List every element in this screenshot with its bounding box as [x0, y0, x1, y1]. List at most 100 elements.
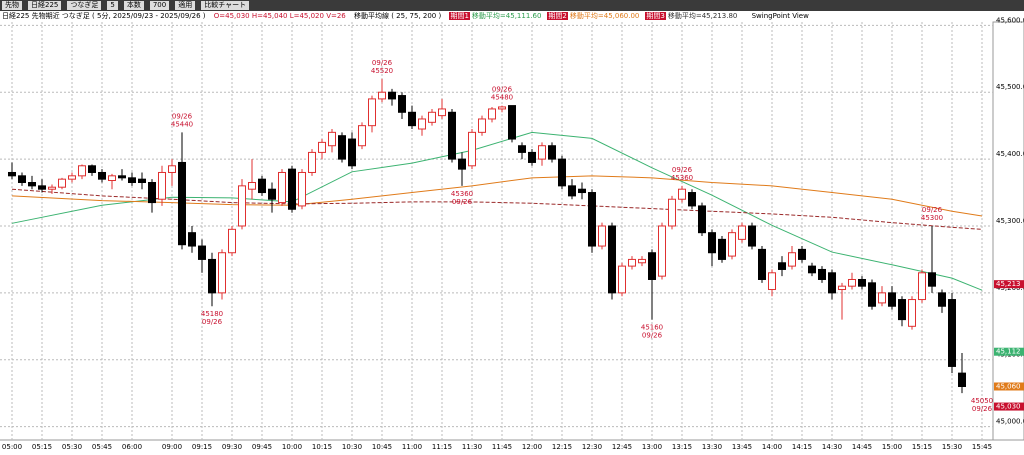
period-tag: 期間1	[449, 12, 470, 20]
price-marker	[994, 347, 1024, 356]
y-tick-label: 45,400.00	[996, 150, 1024, 158]
price-marker-label: 45,112	[996, 348, 1021, 356]
x-tick-label: 10:15	[312, 443, 332, 451]
candle-body	[58, 178, 66, 188]
x-tick-label: 05:00	[2, 443, 22, 451]
candle-body	[778, 262, 786, 270]
x-tick-label: 15:15	[912, 443, 932, 451]
candle-body	[278, 171, 286, 204]
x-tick-label: 12:00	[522, 443, 542, 451]
price-marker	[994, 402, 1024, 411]
candle-body	[618, 265, 626, 294]
candle-body	[358, 125, 366, 147]
apply-button[interactable]: 適用	[175, 1, 196, 10]
candle-body	[448, 111, 456, 160]
market-select[interactable]: 先物	[2, 1, 22, 10]
candle-body	[718, 238, 726, 260]
period-tag: 期間2	[547, 12, 568, 20]
candle-body	[868, 282, 876, 307]
annotation-price: 45360	[671, 174, 693, 182]
count-input[interactable]: 700	[149, 1, 170, 10]
x-tick-label: 13:00	[642, 443, 662, 451]
candle-body	[88, 165, 96, 173]
count-label: 本数	[123, 1, 144, 10]
x-tick-label: 12:30	[582, 443, 602, 451]
candle-body	[318, 141, 326, 153]
candle-body	[28, 182, 36, 187]
candle-body	[268, 188, 276, 200]
annotation-price: 45180	[201, 310, 223, 318]
period-value: 移動平均=45,111.60	[471, 12, 542, 20]
candle-body	[98, 171, 106, 180]
x-tick-label: 14:00	[762, 443, 782, 451]
annotation-price: 45300	[921, 214, 943, 222]
annotation-price: 45520	[371, 67, 393, 75]
candle-body	[768, 272, 776, 291]
candle-body	[898, 299, 906, 321]
candle-body	[698, 205, 706, 234]
candle-body	[288, 168, 296, 210]
candle-body	[658, 225, 666, 277]
x-tick-label: 12:45	[612, 443, 632, 451]
candle-body	[848, 278, 856, 287]
x-tick-label: 15:45	[972, 443, 992, 451]
annotation-date: 09/26	[372, 59, 393, 67]
x-tick-label: 05:15	[32, 443, 52, 451]
annotation-date: 09/26	[492, 86, 513, 94]
x-tick-label: 13:15	[672, 443, 692, 451]
y-tick-label: 45,500.00	[996, 83, 1024, 91]
x-tick-label: 14:15	[792, 443, 812, 451]
continuation-select[interactable]: つなぎ足	[67, 1, 102, 10]
candle-body	[178, 161, 186, 246]
candle-body	[378, 91, 386, 100]
y-tick-label: 45,300.00	[996, 217, 1024, 225]
moving-average	[11, 188, 983, 230]
x-tick-label: 11:30	[462, 443, 482, 451]
candle-body	[68, 175, 76, 180]
axis-panel	[992, 21, 1024, 441]
ohlcv: O=45,030 H=45,040 L=45,020 V=26	[213, 12, 346, 20]
candle-body	[638, 258, 646, 264]
annotation-date: 09/26	[452, 198, 473, 206]
period-value: 移動平均=45,213.80	[667, 12, 738, 20]
x-tick-label: 11:45	[492, 443, 512, 451]
symbol-info: 日経225 先物期近 つなぎ足 ( 5分, 2025/09/23 - 2025/…	[2, 12, 206, 20]
compare-button[interactable]: 比較チャート	[201, 1, 250, 10]
candle-body	[118, 175, 126, 179]
candle-body	[8, 171, 16, 177]
x-tick-label: 14:30	[822, 443, 842, 451]
candle-body	[668, 198, 676, 227]
candle-body	[198, 245, 206, 260]
x-tick-label: 13:30	[702, 443, 722, 451]
price-marker-label: 45,213	[996, 280, 1021, 288]
candle-body	[18, 175, 26, 184]
candle-body	[398, 95, 406, 113]
interval-input[interactable]: 5	[107, 1, 118, 10]
candle-body	[258, 178, 266, 194]
x-tick-label: 10:45	[372, 443, 392, 451]
periods: 期間1 移動平均=45,111.60 期間2 移動平均=45,060.00 期間3 移動平…	[449, 12, 743, 20]
candle-body	[608, 225, 616, 294]
candle-body	[368, 98, 376, 127]
price-marker	[994, 382, 1024, 391]
x-tick-label: 05:30	[62, 443, 82, 451]
view-name: SwingPoint View	[751, 12, 809, 20]
annotation-date: 09/26	[172, 112, 193, 120]
candle-body	[928, 272, 936, 287]
x-tick-label: 06:00	[122, 443, 142, 451]
annotation-price: 45050	[971, 397, 993, 405]
x-tick-label: 12:15	[552, 443, 572, 451]
moving-average	[11, 131, 983, 291]
candle-body	[308, 151, 316, 173]
candle-body	[798, 248, 806, 260]
annotation-date: 09/26	[922, 206, 943, 214]
y-tick-label: 45,000.00	[996, 418, 1024, 426]
candle-body	[568, 185, 576, 197]
x-tick-label: 10:00	[282, 443, 302, 451]
period-value: 移動平均=45,060.00	[569, 12, 640, 20]
candle-body	[788, 252, 796, 267]
x-tick-label: 15:00	[882, 443, 902, 451]
candle-body	[908, 299, 916, 327]
symbol-select[interactable]: 日経225	[28, 1, 62, 10]
